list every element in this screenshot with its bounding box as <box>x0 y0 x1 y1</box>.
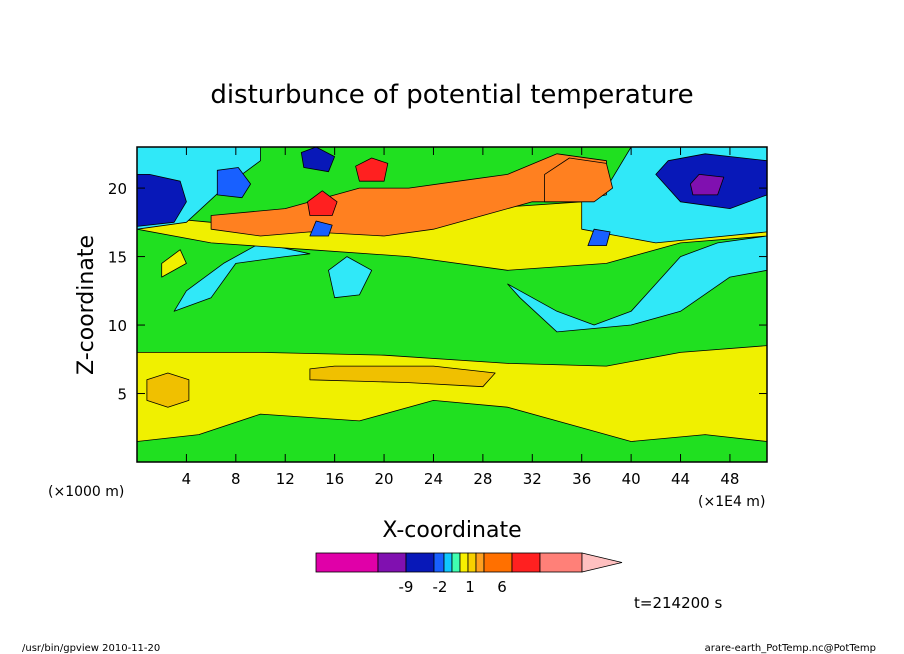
colorbar-swatch <box>467 552 477 573</box>
x-tick-label: 44 <box>671 470 690 488</box>
y-tick-label: 5 <box>117 386 127 404</box>
y-tick-label: 10 <box>108 317 127 335</box>
x-tick-label: 20 <box>375 470 394 488</box>
colorbar-swatch <box>511 552 541 573</box>
colorbar-swatch <box>315 552 379 573</box>
x-axis-label: X-coordinate <box>382 518 521 543</box>
region-blue-patch-left <box>216 167 252 199</box>
x-tick-label: 8 <box>231 470 241 488</box>
colorbar: -9 -2 1 6 <box>315 552 623 596</box>
x-tick-label: 16 <box>325 470 344 488</box>
region-mid-cyan-right <box>507 235 767 333</box>
x-axis: 4 8 12 16 20 24 28 32 36 40 44 48 <box>182 147 739 488</box>
region-blue-small-low <box>309 220 333 237</box>
region-purple-cells <box>690 173 725 196</box>
colorbar-arrow <box>581 552 623 573</box>
x-tick-label: 36 <box>572 470 591 488</box>
region-low-orange-left <box>146 372 190 408</box>
colorbar-swatch <box>443 552 453 573</box>
region-red-cell-a <box>307 190 338 216</box>
x-tick-label: 4 <box>182 470 192 488</box>
footer-left: /usr/bin/gpview 2010-11-20 <box>22 643 160 654</box>
region-small-yellow-left <box>161 249 187 278</box>
colorbar-swatch <box>459 552 469 573</box>
chart-title: disturbunce of potential temperature <box>210 80 693 110</box>
x-tick-label: 28 <box>473 470 492 488</box>
region-low-yellow-band <box>137 345 767 442</box>
x-tick-label: 32 <box>523 470 542 488</box>
region-blue-small-right <box>587 228 611 247</box>
footer-right: arare-earth_PotTemp.nc@PotTemp <box>705 643 876 654</box>
x-unit-right: (×1E4 m) <box>698 494 765 510</box>
colorbar-swatch <box>483 552 513 573</box>
colorbar-label: 1 <box>465 578 475 596</box>
y-axis: 5 10 15 20 <box>108 180 767 404</box>
plot-area <box>137 147 767 462</box>
colorbar-swatch <box>405 552 435 573</box>
colorbar-label: 6 <box>497 578 507 596</box>
colorbar-swatch <box>475 552 485 573</box>
colorbar-label: -2 <box>433 578 448 596</box>
region-orange-blob-right <box>544 157 613 203</box>
colorbar-swatch <box>377 552 407 573</box>
region-low-orange-mid <box>309 365 496 388</box>
region-red-cell-b <box>355 157 389 182</box>
colorbar-swatch <box>539 552 583 573</box>
colorbar-label: -9 <box>399 578 414 596</box>
y-tick-label: 15 <box>108 249 127 267</box>
region-blue-patch-top <box>300 147 336 173</box>
colorbar-swatch <box>433 552 445 573</box>
y-tick-label: 20 <box>108 180 127 198</box>
region-mid-cyan-patch <box>328 256 373 299</box>
x-tick-label: 48 <box>720 470 739 488</box>
region-dark-blue-left <box>137 173 187 227</box>
region-mid-cyan-left <box>173 242 311 312</box>
y-axis-label: Z-coordinate <box>74 235 99 375</box>
x-tick-label: 40 <box>622 470 641 488</box>
x-tick-label: 12 <box>276 470 295 488</box>
x-unit-left: (×1000 m) <box>48 484 124 500</box>
colorbar-swatch <box>451 552 461 573</box>
plot-frame <box>136 146 768 463</box>
x-tick-label: 24 <box>424 470 443 488</box>
time-label: t=214200 s <box>634 594 722 612</box>
